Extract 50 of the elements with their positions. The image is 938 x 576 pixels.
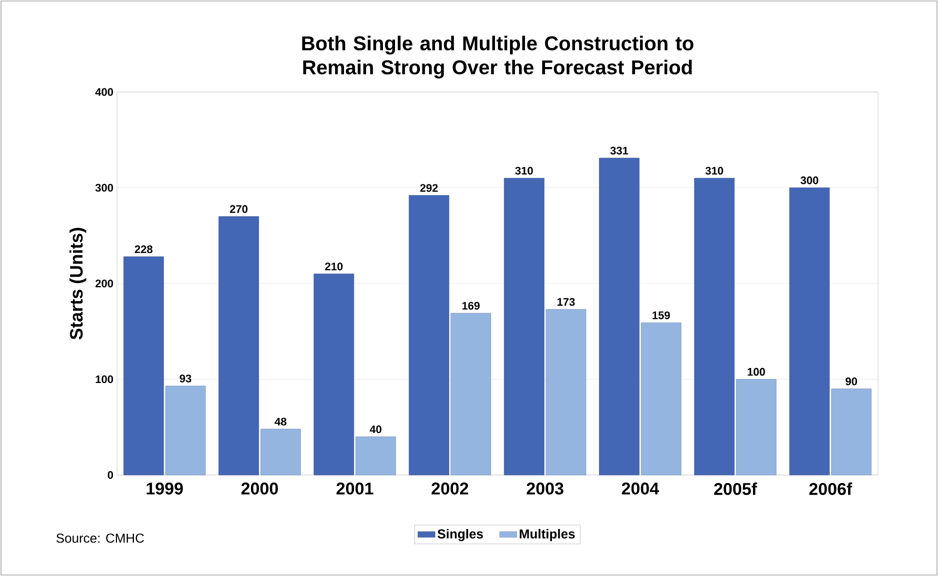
- data-label: 40: [370, 425, 382, 434]
- x-tick-label: 2005f: [714, 482, 758, 496]
- data-label: 90: [846, 378, 858, 386]
- data-label: 169: [462, 302, 480, 310]
- y-tick-label: 400: [95, 88, 114, 96]
- bar: [789, 188, 830, 476]
- bar: [218, 216, 259, 476]
- chart-title: Both Single and Multiple Construction to Remain Strong Over the Forecast Period: [302, 36, 694, 78]
- data-label: 300: [800, 176, 818, 184]
- data-label: 270: [230, 205, 248, 213]
- bar: [450, 312, 492, 476]
- data-label: 331: [610, 146, 628, 155]
- data-label: 210: [325, 262, 343, 270]
- x-tick-label: 2000: [241, 482, 278, 495]
- bar: [736, 379, 776, 476]
- bar: [356, 436, 396, 476]
- bar: [546, 309, 586, 476]
- legend-label: Singles: [438, 528, 483, 542]
- data-label: 93: [180, 374, 192, 382]
- data-label: 292: [420, 184, 438, 192]
- y-tick-label: 100: [96, 375, 114, 384]
- source-note: Source: CMHC: [56, 534, 144, 543]
- data-label: 48: [274, 418, 286, 426]
- y-axis-title: Starts (Units): [69, 228, 86, 340]
- x-tick-label: 2003: [526, 482, 564, 495]
- x-tick-label: 2002: [432, 482, 468, 495]
- bar: [694, 178, 735, 476]
- data-label: 310: [515, 166, 533, 175]
- y-tick-label: 200: [96, 280, 114, 288]
- data-label: 100: [748, 368, 765, 376]
- y-tick-label: 300: [95, 184, 114, 192]
- y-tick-label: 0: [108, 471, 114, 479]
- bar: [408, 195, 450, 476]
- data-label: 159: [652, 311, 670, 320]
- bar: [599, 158, 640, 476]
- bar: [504, 178, 544, 476]
- data-label: 310: [705, 166, 724, 175]
- bar: [831, 388, 872, 476]
- bar: [314, 274, 354, 476]
- bar: [165, 386, 206, 476]
- bar: [640, 322, 682, 476]
- x-tick-label: 2006f: [809, 482, 852, 496]
- x-tick-label: 2001: [336, 482, 374, 495]
- data-label: 173: [558, 298, 575, 306]
- bar: [260, 428, 301, 476]
- x-tick-label: 1999: [146, 482, 183, 495]
- data-label: 228: [134, 245, 152, 254]
- bar: [123, 256, 164, 476]
- legend-label: Multiples: [520, 528, 575, 542]
- x-tick-label: 2004: [622, 482, 659, 495]
